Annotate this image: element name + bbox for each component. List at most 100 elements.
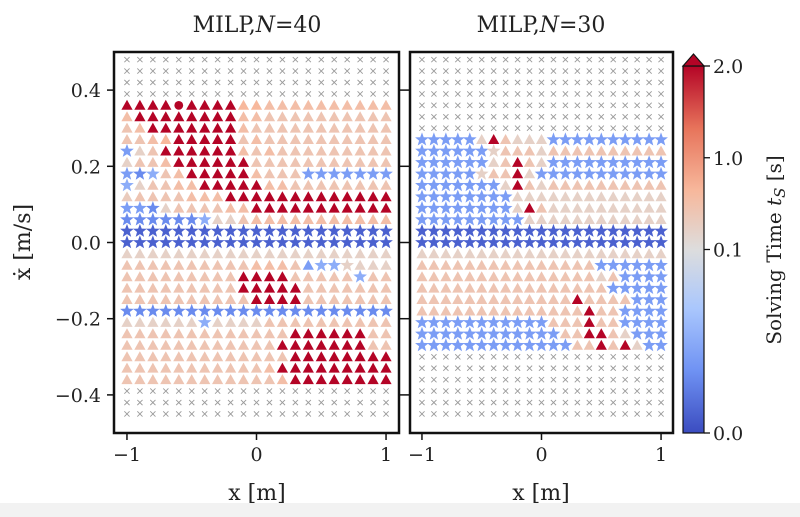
infeasible-marker [136, 90, 143, 97]
infeasible-marker [550, 90, 557, 97]
infeasible-marker [598, 68, 605, 74]
infeasible-marker [658, 68, 664, 74]
star-marker [366, 166, 380, 180]
infeasible-marker [514, 399, 521, 406]
triangle-marker [583, 328, 595, 339]
triangle-marker [655, 214, 667, 224]
triangle-marker [225, 168, 237, 179]
infeasible-marker [419, 56, 425, 63]
triangle-marker [488, 271, 500, 282]
triangle-marker [655, 191, 667, 202]
infeasible-marker [478, 113, 485, 120]
star-marker [630, 315, 644, 329]
infeasible-marker [574, 365, 581, 372]
triangle-marker [380, 179, 392, 190]
infeasible-marker [574, 125, 581, 132]
star-marker [415, 166, 429, 180]
triangle-marker [367, 134, 379, 144]
triangle-marker [315, 248, 327, 259]
triangle-marker [160, 271, 172, 282]
triangle-marker [121, 111, 133, 122]
infeasible-marker [240, 388, 247, 395]
star-marker [606, 155, 621, 169]
infeasible-marker [162, 90, 169, 97]
star-marker [618, 132, 632, 146]
triangle-marker [523, 282, 536, 293]
star-marker [451, 315, 465, 329]
triangle-marker [173, 294, 185, 304]
triangle-marker [464, 282, 476, 293]
star-marker [415, 132, 429, 146]
infeasible-marker [292, 56, 299, 63]
infeasible-marker [538, 411, 545, 417]
triangle-marker [367, 328, 379, 339]
triangle-marker [571, 179, 583, 190]
infeasible-marker [383, 56, 389, 63]
infeasible-marker [538, 353, 545, 360]
triangle-marker [173, 328, 185, 339]
infeasible-marker [490, 113, 497, 120]
infeasible-marker [562, 353, 569, 360]
triangle-marker [302, 374, 314, 385]
star-marker [197, 223, 212, 237]
triangle-marker [607, 339, 619, 350]
panel-right-markers [415, 56, 668, 417]
triangle-marker [263, 259, 276, 270]
star-marker [642, 269, 656, 283]
infeasible-marker [490, 399, 497, 406]
triangle-marker [134, 328, 146, 339]
triangle-marker [276, 248, 288, 259]
star-marker [210, 223, 225, 237]
triangle-marker [121, 191, 133, 202]
infeasible-marker [419, 365, 425, 372]
triangle-marker [523, 248, 536, 259]
triangle-marker [212, 156, 224, 167]
triangle-marker [212, 111, 224, 122]
triangle-marker [212, 259, 224, 270]
infeasible-marker [526, 113, 533, 120]
star-marker [498, 235, 513, 249]
infeasible-marker [430, 411, 437, 417]
star-marker [594, 166, 609, 180]
infeasible-marker [574, 411, 581, 417]
triangle-marker [160, 316, 172, 327]
triangle-marker [476, 259, 488, 270]
infeasible-marker [478, 399, 485, 406]
infeasible-marker [357, 56, 364, 63]
infeasible-marker [610, 388, 617, 395]
triangle-marker [263, 145, 276, 156]
triangle-marker [289, 122, 301, 133]
infeasible-marker [538, 125, 545, 132]
triangle-marker [276, 134, 288, 144]
infeasible-marker [490, 79, 497, 86]
star-marker [415, 201, 429, 214]
infeasible-marker [214, 388, 221, 395]
star-marker [171, 223, 186, 237]
star-marker [146, 212, 160, 226]
triangle-marker [380, 202, 392, 213]
triangle-marker [121, 328, 133, 339]
star-marker [630, 132, 644, 146]
triangle-marker [547, 248, 560, 259]
infeasible-marker [430, 68, 437, 74]
infeasible-marker [442, 411, 449, 417]
triangle-marker [250, 99, 263, 110]
triangle-marker [354, 145, 366, 156]
triangle-marker [263, 248, 276, 259]
star-marker [522, 315, 537, 329]
infeasible-marker [526, 90, 533, 97]
axis-ticks: −1 0 1 −1 0 1 0.4 0.2 0.0 −0.2 −0.4 [55, 80, 667, 466]
triangle-marker [583, 214, 595, 224]
triangle-marker [595, 202, 607, 213]
triangle-marker [160, 179, 172, 190]
star-marker [439, 326, 453, 340]
triangle-marker [571, 294, 583, 304]
triangle-marker [535, 179, 548, 190]
triangle-marker [452, 305, 464, 316]
triangle-marker [173, 191, 185, 202]
star-marker [654, 223, 668, 237]
triangle-marker [263, 351, 276, 362]
infeasible-marker [646, 102, 653, 109]
infeasible-marker [454, 125, 461, 132]
triangle-marker [547, 259, 560, 270]
